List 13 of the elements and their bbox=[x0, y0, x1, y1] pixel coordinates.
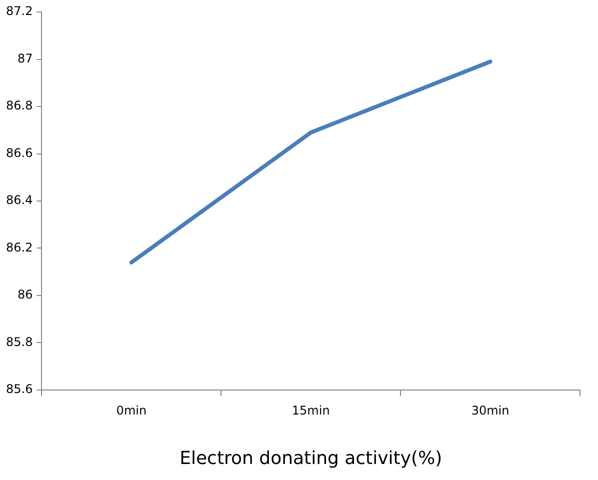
y-tick-label: 86.6 bbox=[6, 146, 33, 160]
x-tick-label: 30min bbox=[471, 403, 510, 418]
y-tick-label: 85.6 bbox=[6, 382, 33, 396]
x-tick-label: 15min bbox=[292, 403, 330, 418]
y-tick-label: 85.8 bbox=[6, 334, 33, 349]
x-tick-label: 0min bbox=[116, 403, 147, 418]
y-tick-label: 87.2 bbox=[6, 4, 33, 18]
y-tick-label: 86 bbox=[17, 288, 33, 302]
x-axis-title: Electron donating activity(%) bbox=[180, 448, 442, 469]
y-tick-label: 86.2 bbox=[6, 240, 33, 254]
y-tick-label: 87 bbox=[17, 51, 33, 66]
y-tick-label: 86.4 bbox=[6, 193, 33, 208]
y-tick-label: 86.8 bbox=[6, 98, 33, 113]
